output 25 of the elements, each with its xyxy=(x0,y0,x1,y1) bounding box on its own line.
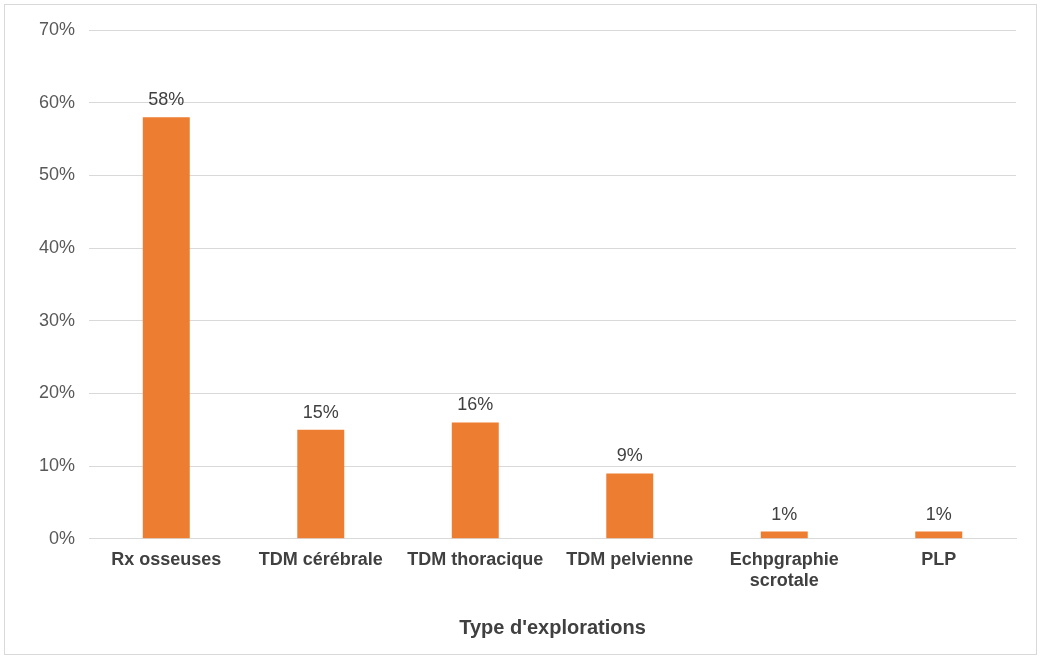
y-tick-label: 40% xyxy=(39,237,76,258)
y-tick-label: 0% xyxy=(49,527,76,548)
data-label: 16% xyxy=(457,394,494,415)
data-label: 58% xyxy=(148,89,185,110)
y-tick-label: 70% xyxy=(39,18,76,39)
bar xyxy=(142,117,190,539)
x-axis-title: Type d'explorations xyxy=(459,615,646,638)
x-tick-label: Echpgraphie scrotale xyxy=(729,548,839,591)
data-label: 15% xyxy=(302,401,339,422)
x-tick-label: Rx osseuses xyxy=(111,548,222,569)
x-tick-label: PLP xyxy=(921,548,957,569)
x-tick-label: TDM pelvienne xyxy=(566,548,694,569)
data-label: 1% xyxy=(925,503,952,524)
bar xyxy=(606,473,654,539)
y-tick-label: 20% xyxy=(39,382,76,403)
data-label: 9% xyxy=(616,445,643,466)
x-tick-label: TDM thoracique xyxy=(407,548,544,569)
data-label: 1% xyxy=(771,503,798,524)
x-tick-label: TDM cérébrale xyxy=(258,548,383,569)
y-tick-label: 50% xyxy=(39,164,76,185)
y-tick-label: 60% xyxy=(39,91,76,112)
y-tick-label: 10% xyxy=(39,455,76,476)
bar xyxy=(297,429,345,539)
bar xyxy=(451,422,499,539)
y-tick-label: 30% xyxy=(39,309,76,330)
